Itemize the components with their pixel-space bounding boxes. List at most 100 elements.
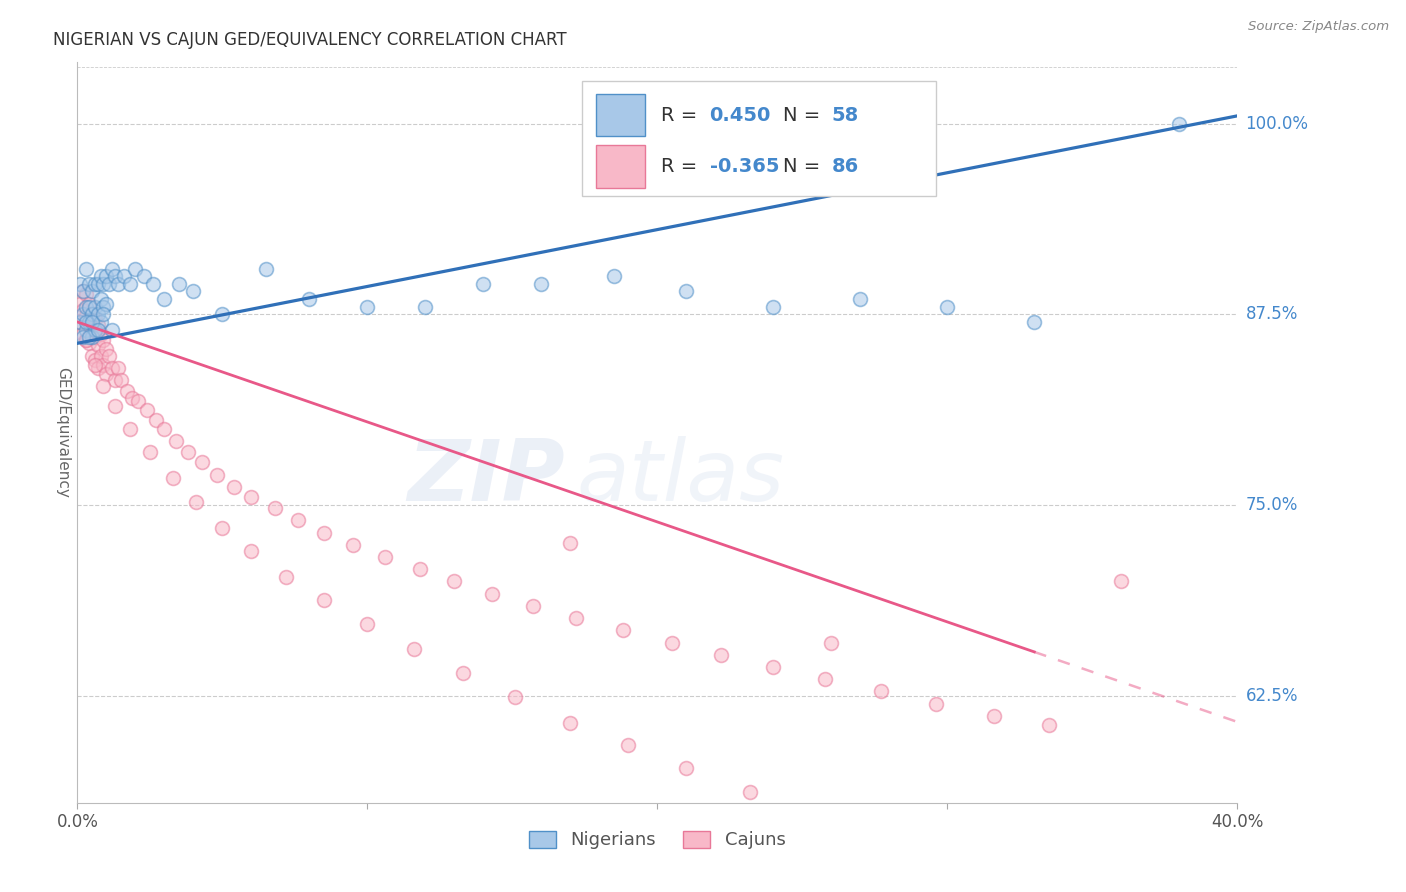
Point [312,592,335,607]
Point [136,403,159,417]
Point [803,806,825,821]
Point [675,761,697,775]
Point [77,300,100,314]
Point [90,292,111,306]
Point [75,333,97,347]
Point [240,491,263,505]
Point [274,570,298,584]
Point [139,444,162,458]
Point [814,672,837,686]
Point [83,322,105,336]
Point [413,300,436,314]
Point [104,399,127,413]
Point [93,300,115,314]
Point [1038,718,1060,732]
Point [872,830,894,845]
Point [69,277,91,291]
Point [69,315,91,329]
Point [107,360,129,375]
Point [77,296,100,310]
Point [75,322,97,336]
Point [145,412,167,426]
Point [153,422,176,436]
Point [72,327,94,342]
Text: NIGERIAN VS CAJUN GED/EQUIVALENCY CORRELATION CHART: NIGERIAN VS CAJUN GED/EQUIVALENCY CORREL… [53,31,567,49]
Point [86,322,108,336]
Point [240,544,263,558]
Text: -0.365: -0.365 [710,157,779,177]
Text: ZIP: ZIP [406,435,565,518]
Text: 58: 58 [831,105,859,125]
Point [96,269,118,284]
Point [86,277,108,291]
Point [75,315,97,329]
Point [443,574,465,589]
Point [740,785,762,799]
Point [77,318,100,332]
Point [75,333,97,347]
Point [77,315,100,329]
Text: 62.5%: 62.5% [1246,687,1298,705]
Point [402,641,425,656]
Point [472,277,495,291]
Point [560,716,582,731]
Point [849,292,872,306]
Point [211,521,233,535]
Point [710,648,733,662]
Point [356,617,378,632]
Point [127,394,149,409]
Point [96,367,118,381]
Point [869,684,891,698]
Text: 100.0%: 100.0% [1246,114,1309,133]
Point [75,309,97,323]
Point [481,587,503,601]
Point [77,330,100,344]
Point [80,285,103,299]
Point [80,307,103,321]
Point [77,336,100,351]
Point [1024,315,1046,329]
Point [101,360,124,375]
Point [142,277,165,291]
Point [925,697,948,711]
Point [72,302,94,317]
Point [451,666,474,681]
Point [72,285,94,299]
Point [93,358,115,372]
Point [603,269,626,284]
Point [165,434,187,448]
Point [83,330,105,344]
Point [263,501,285,516]
Text: R =: R = [661,157,703,177]
Point [75,261,97,276]
FancyBboxPatch shape [596,94,644,136]
Point [80,315,103,329]
Point [90,315,111,329]
Legend: Nigerians, Cajuns: Nigerians, Cajuns [522,823,793,856]
Point [374,549,396,564]
Point [675,285,697,299]
Point [186,495,208,509]
Point [124,261,146,276]
Point [503,690,526,705]
Point [661,635,683,649]
Point [612,624,634,638]
Point [93,277,115,291]
Point [86,307,108,321]
Point [762,300,785,314]
Point [1111,574,1133,589]
Point [80,327,103,342]
Point [98,277,121,291]
Point [762,660,785,674]
Point [191,455,214,469]
Text: R =: R = [661,105,703,125]
Point [936,300,959,314]
Point [183,285,205,299]
Point [69,315,91,329]
Point [101,322,124,336]
Point [86,318,108,332]
Point [121,391,143,405]
Point [90,269,111,284]
Point [83,277,105,291]
Point [93,307,115,321]
